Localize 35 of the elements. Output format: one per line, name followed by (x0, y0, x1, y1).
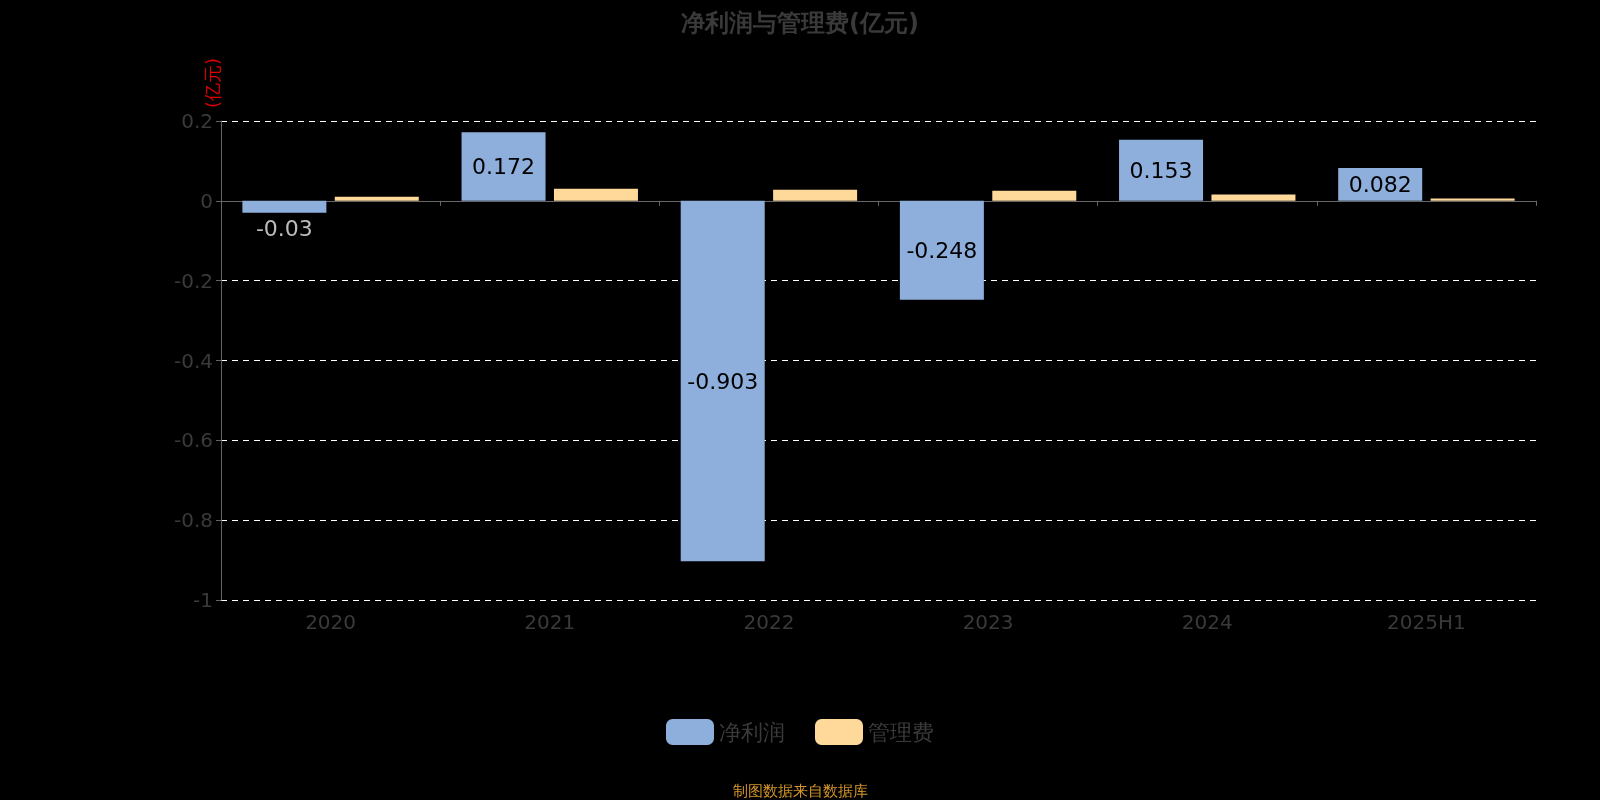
y-tick-label: -0.2 (173, 268, 213, 293)
text: 制图数据来自数据库 (732, 781, 868, 800)
bar (1119, 139, 1204, 201)
bar (773, 189, 858, 201)
y-tick-label: 0.2 (181, 109, 213, 133)
y-tick-label: 0 (200, 188, 213, 213)
data-label: -0.903 (687, 368, 759, 394)
y-tick-label: -0.8 (173, 508, 213, 533)
y-tick-label: -0.4 (173, 348, 213, 373)
data-label: 0.082 (1348, 171, 1412, 197)
bar (992, 190, 1077, 201)
x-tick-label: 2024 (1181, 610, 1233, 634)
data-label: 0.153 (1129, 157, 1193, 183)
y-tick-label: -0.6 (173, 428, 213, 453)
x-tick-label: 2023 (962, 610, 1014, 634)
chart-title: 净利润与管理费(亿元) (681, 9, 919, 37)
bar (680, 200, 765, 562)
bar (1211, 194, 1296, 201)
bar (553, 188, 638, 201)
x-tick-label: 2025H1 (1387, 610, 1466, 634)
y-axis-title: (亿元) (201, 58, 223, 109)
y-tick-label: -1 (193, 588, 213, 612)
legend-label: 净利润 (719, 719, 785, 745)
x-tick-label: 2020 (305, 610, 357, 634)
bar (334, 196, 419, 201)
bar (461, 132, 546, 201)
data-label: -0.03 (255, 216, 313, 242)
data-label: 0.172 (472, 154, 536, 180)
x-tick-label: 2022 (743, 610, 795, 634)
legend-label: 管理费 (868, 719, 934, 745)
x-tick-label: 2021 (524, 610, 576, 634)
data-label: -0.248 (906, 237, 978, 263)
bar (899, 200, 984, 300)
bar (1430, 198, 1515, 201)
bar (242, 200, 327, 213)
